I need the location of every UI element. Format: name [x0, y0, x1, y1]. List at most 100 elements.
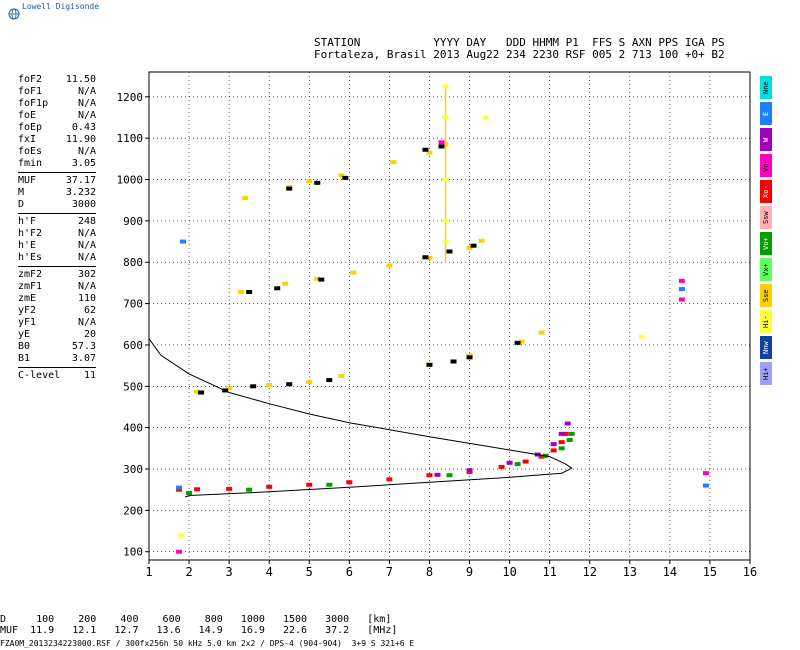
echo-point	[538, 454, 545, 459]
param-value: N/A	[77, 252, 96, 263]
param-row: foE N/A	[18, 110, 96, 122]
echo-point	[194, 389, 201, 394]
param-value: 3.232	[65, 187, 96, 198]
echo-point	[314, 276, 321, 281]
echo-point	[286, 382, 293, 387]
param-value: N/A	[77, 228, 96, 239]
param-row: h'F 248	[18, 216, 96, 228]
echo-point	[518, 339, 525, 344]
param-label: yF2	[18, 305, 37, 316]
y-tick-label: 900	[123, 215, 143, 228]
param-row: foF2 11.50	[18, 74, 96, 86]
param-row: yE 20	[18, 329, 96, 341]
param-value: 11	[83, 370, 96, 381]
echo-point	[446, 473, 453, 478]
x-tick-label: 3	[226, 565, 233, 579]
distance-row: D 100 200 400 600 800 1000 1500 3000 [km…	[0, 614, 392, 625]
param-value: N/A	[77, 317, 96, 328]
echo-point	[442, 177, 449, 182]
param-row: h'Es N/A	[18, 252, 96, 264]
x-tick-label: 13	[623, 565, 637, 579]
param-label: h'E	[18, 240, 37, 251]
echo-point	[266, 484, 273, 489]
y-tick-label: 1200	[117, 91, 144, 104]
echo-point	[442, 239, 449, 244]
param-label: C-level	[18, 370, 61, 381]
echo-point	[434, 472, 441, 477]
file-info: FZA0M_2013234223000.RSF / 300fx256h 50 k…	[0, 639, 415, 648]
param-label: h'F	[18, 216, 37, 227]
echo-point	[342, 175, 349, 180]
echo-point	[326, 378, 333, 383]
echo-point	[426, 473, 433, 478]
param-row: B1 3.07	[18, 353, 96, 365]
legend-item: Ssw	[760, 206, 772, 229]
echo-point	[482, 115, 489, 120]
echo-point	[506, 460, 513, 465]
echo-point	[568, 431, 575, 436]
param-value: 57.3	[71, 341, 96, 352]
echo-point	[438, 140, 445, 145]
param-label: B1	[18, 353, 31, 364]
echo-point	[538, 330, 545, 335]
x-tick-label: 1	[145, 565, 152, 579]
echo-point	[678, 278, 685, 283]
echo-point	[176, 549, 183, 554]
legend-item: Vo+	[760, 232, 772, 255]
echo-point	[198, 390, 205, 395]
param-row: C-level 11	[18, 370, 96, 382]
x-tick-label: 10	[502, 565, 516, 579]
echo-point	[242, 196, 249, 201]
param-label: zmF1	[18, 281, 43, 292]
echo-point	[286, 186, 293, 191]
echo-point	[498, 464, 505, 469]
param-group-4: zmF2 302 zmF1 N/A zmE 110 yF2 62 yF1 N/A yE 20 B0 57.…	[18, 269, 96, 365]
x-tick-label: 15	[703, 565, 717, 579]
param-value: 0.43	[71, 122, 96, 133]
echo-point	[186, 491, 193, 496]
echo-point	[176, 485, 183, 490]
x-tick-label: 14	[663, 565, 677, 579]
echo-point	[678, 287, 685, 292]
echo-point	[306, 179, 313, 184]
param-row: B0 57.3	[18, 341, 96, 353]
echo-point	[238, 290, 245, 295]
legend-item: Sse	[760, 284, 772, 307]
param-value: 11.50	[65, 74, 96, 85]
echo-point	[470, 243, 477, 248]
y-tick-label: 100	[123, 546, 143, 559]
legend-item: Nnw	[760, 336, 772, 359]
echo-point	[426, 362, 433, 367]
legend-item: Nne	[760, 76, 772, 99]
param-label: foEs	[18, 146, 43, 157]
echo-point	[274, 286, 281, 291]
echo-point	[446, 249, 453, 254]
param-label: D	[18, 199, 25, 210]
y-tick-label: 700	[123, 298, 143, 311]
legend-item: Hi-	[760, 310, 772, 333]
param-label: fxI	[18, 134, 37, 145]
param-value: N/A	[77, 240, 96, 251]
param-value: 62	[83, 305, 96, 316]
param-row: zmF2 302	[18, 269, 96, 281]
param-divider	[18, 213, 96, 214]
x-tick-label: 16	[743, 565, 757, 579]
param-label: h'Es	[18, 252, 43, 263]
y-tick-label: 400	[123, 422, 143, 435]
header-row-values: Fortaleza, Brasil 2013 Aug22 234 2230 RS…	[314, 48, 725, 61]
param-value: 302	[77, 269, 96, 280]
param-value: 3000	[71, 199, 96, 210]
param-row: zmE 110	[18, 293, 96, 305]
logo-text: Lowell Digisonde	[22, 2, 100, 11]
echo-point	[266, 383, 273, 388]
echo-point	[442, 218, 449, 223]
param-row: h'E N/A	[18, 240, 96, 252]
legend-item: Xo-	[760, 180, 772, 203]
echo-point	[442, 142, 449, 147]
echo-point	[426, 150, 433, 155]
param-group-1: foF2 11.50 foF1 N/A foF1p N/A foE N/A foEp 0.43 fx…	[18, 74, 96, 170]
echo-point	[466, 353, 473, 358]
echo-point	[442, 84, 449, 89]
param-row: h'F2 N/A	[18, 228, 96, 240]
echo-point	[282, 281, 289, 286]
